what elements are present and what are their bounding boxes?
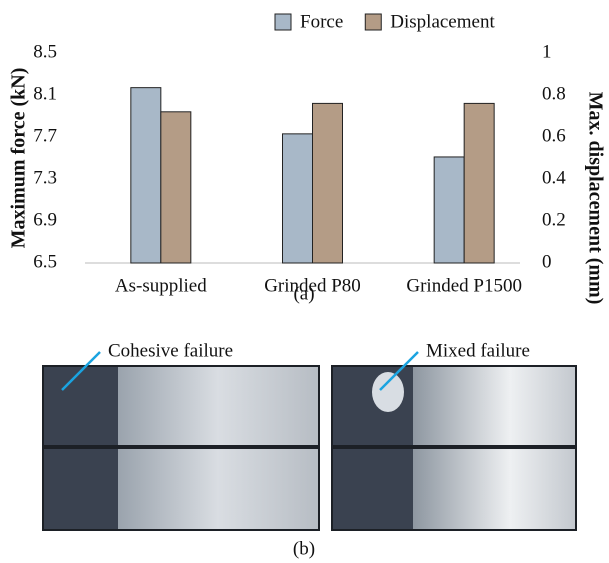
y-tick-label: 7.7 (33, 125, 57, 146)
bar (161, 112, 191, 263)
y-tick-label: 8.5 (33, 41, 57, 62)
legend-swatch (365, 14, 381, 30)
legend-label: Force (300, 11, 343, 32)
photo-label: Mixed failure (426, 340, 530, 361)
y2-axis-title: Max. displacement (mm) (584, 92, 606, 305)
metal-strip (413, 367, 575, 445)
x-tick-label: Grinded P1500 (406, 275, 522, 296)
adhesive (333, 367, 413, 445)
bar (283, 134, 313, 263)
y2-tick-label: 0.6 (542, 125, 566, 146)
photo: Cohesive failure (42, 340, 320, 531)
metal-strip (413, 449, 575, 529)
adhesive (333, 449, 413, 529)
adhesive (44, 367, 118, 445)
y2-tick-label: 1 (542, 41, 552, 62)
exposed-metal (372, 372, 404, 412)
metal-strip (118, 449, 318, 529)
bar (434, 157, 464, 263)
y2-tick-label: 0.2 (542, 209, 566, 230)
y-tick-label: 6.5 (33, 251, 57, 272)
y2-tick-label: 0 (542, 251, 552, 272)
adhesive (44, 449, 118, 529)
y-axis-title: Maximum force (kN) (8, 68, 30, 249)
photo-label: Cohesive failure (108, 340, 233, 361)
x-tick-label: As-supplied (115, 275, 207, 296)
y-tick-label: 7.3 (33, 167, 57, 188)
figure: (a) Cohesive failure Mixed failure (b) 6… (0, 0, 609, 563)
photo: Mixed failure (331, 340, 577, 531)
y-tick-label: 8.1 (33, 83, 57, 104)
x-tick-label: Grinded P80 (264, 275, 361, 296)
bar (131, 88, 161, 263)
y2-tick-label: 0.4 (542, 167, 566, 188)
bar (464, 103, 494, 263)
y2-tick-label: 0.8 (542, 83, 566, 104)
metal-strip (118, 367, 318, 445)
panel-label: (b) (293, 538, 315, 559)
y-tick-label: 6.9 (33, 209, 57, 230)
bar (313, 103, 343, 263)
legend-swatch (275, 14, 291, 30)
legend-label: Displacement (390, 11, 495, 32)
